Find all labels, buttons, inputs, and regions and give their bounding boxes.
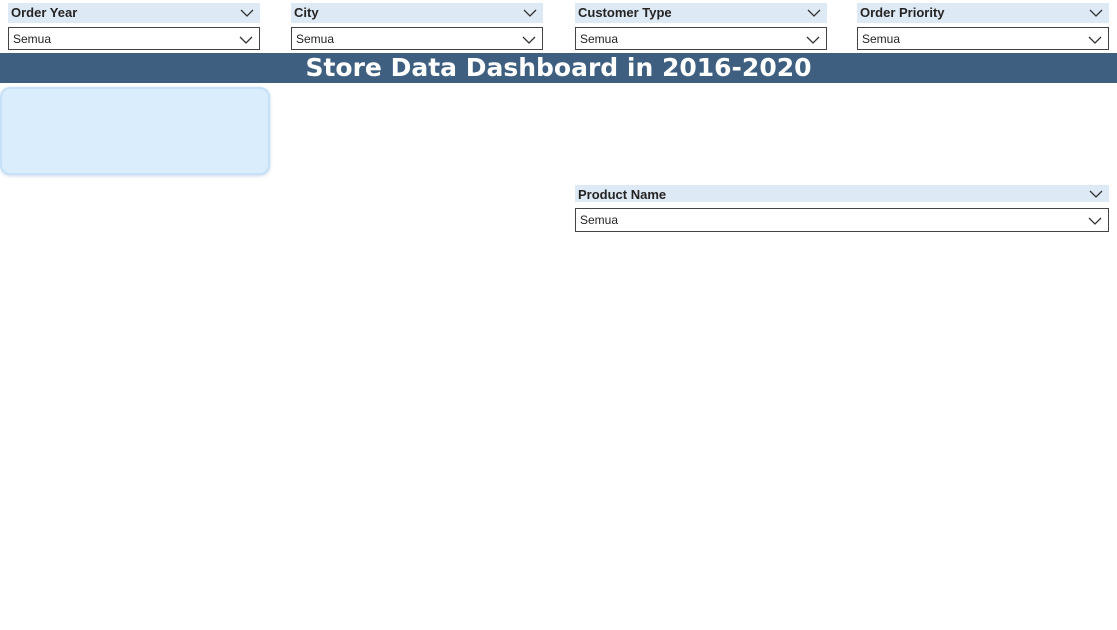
- chevron: [1088, 217, 1102, 225]
- filter-value: Semua: [580, 213, 619, 227]
- filter-value: Semua: [296, 32, 335, 46]
- filter-dropdown[interactable]: Semua: [291, 27, 543, 50]
- title-banner: Store Data Dashboard in 2016-2020: [0, 53, 1117, 83]
- filter-value: Semua: [862, 32, 901, 46]
- kpi-card: [0, 87, 270, 175]
- chevron: [522, 36, 536, 44]
- filter-label: Order Year: [8, 3, 260, 23]
- filter-dropdown[interactable]: Semua: [8, 27, 260, 50]
- filter-value: Semua: [13, 32, 52, 46]
- filter-label: Customer Type: [575, 3, 827, 23]
- filter-value: Semua: [580, 32, 619, 46]
- filter-label: Order Priority: [857, 3, 1109, 23]
- chevron: [1089, 9, 1103, 17]
- chevron: [240, 9, 254, 17]
- filter-label-text: Order Year: [11, 5, 78, 20]
- filter-label: Product Name: [575, 185, 1109, 202]
- dashboard-title: Store Data Dashboard in 2016-2020: [305, 53, 812, 82]
- filter-label-text: Order Priority: [860, 5, 945, 20]
- chevron: [523, 9, 537, 17]
- filter-label-text: Customer Type: [578, 5, 672, 20]
- filter-label: City: [291, 3, 543, 23]
- chevron: [1088, 36, 1102, 44]
- filter-label-text: City: [294, 5, 319, 20]
- filter-dropdown[interactable]: Semua: [575, 27, 827, 50]
- filter-label-text: Product Name: [578, 187, 667, 202]
- chevron: [1089, 190, 1103, 198]
- filter-dropdown[interactable]: Semua: [575, 208, 1109, 232]
- filter-dropdown[interactable]: Semua: [857, 27, 1109, 50]
- chevron: [807, 9, 821, 17]
- chevron: [806, 36, 820, 44]
- chevron: [239, 36, 253, 44]
